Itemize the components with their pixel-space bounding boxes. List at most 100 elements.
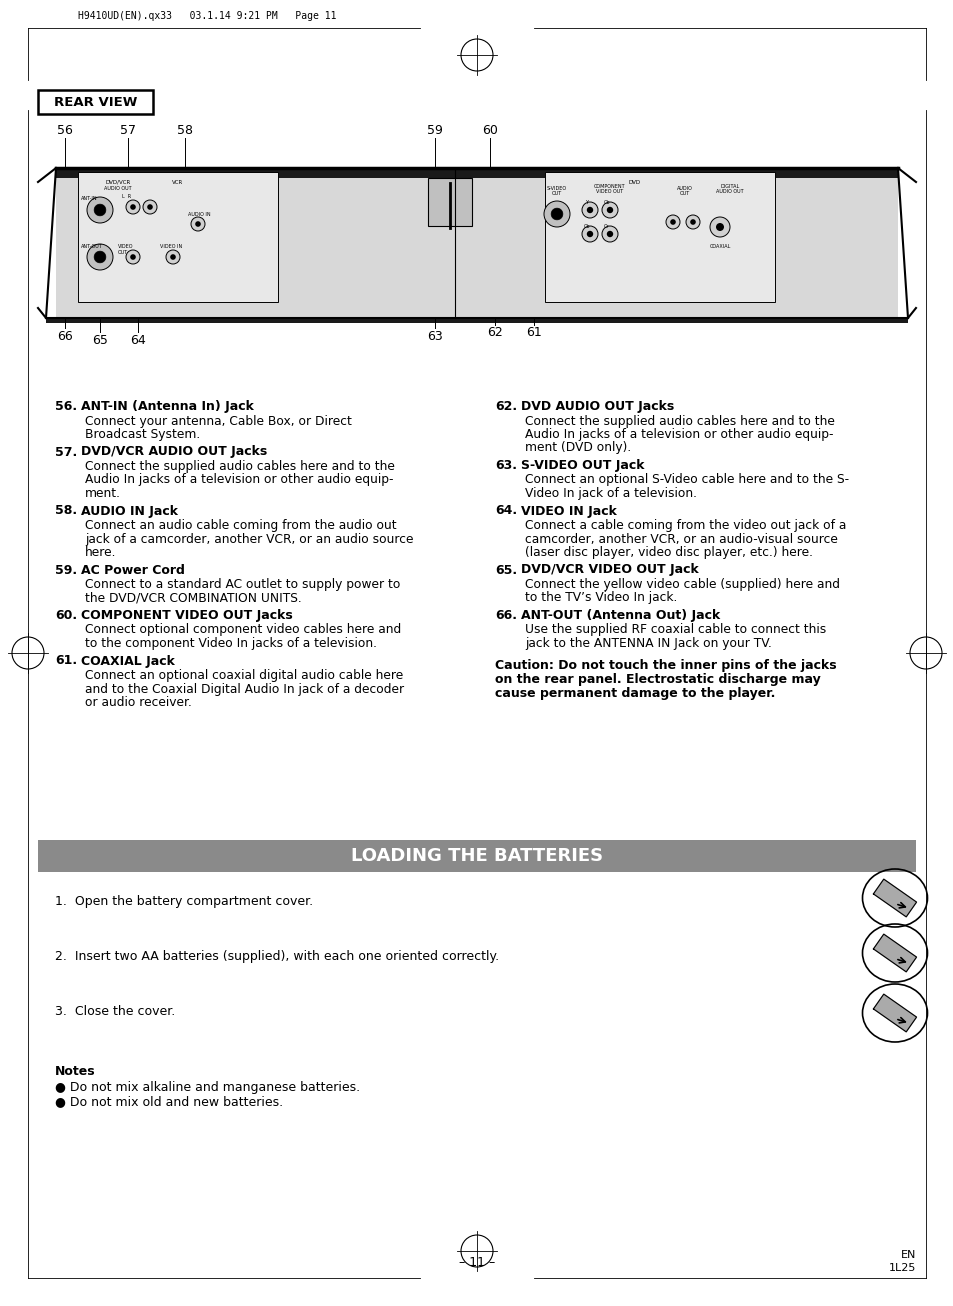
Text: 62.: 62. bbox=[495, 400, 517, 413]
Text: Use the supplied RF coaxial cable to connect this: Use the supplied RF coaxial cable to con… bbox=[524, 623, 825, 636]
Text: COMPONENT VIDEO OUT Jacks: COMPONENT VIDEO OUT Jacks bbox=[81, 609, 293, 622]
Text: 57: 57 bbox=[120, 124, 136, 137]
Circle shape bbox=[709, 217, 729, 236]
Circle shape bbox=[195, 221, 200, 227]
Text: AC Power Cord: AC Power Cord bbox=[81, 563, 185, 576]
Bar bbox=[38, 90, 152, 114]
Text: S-VIDEO: S-VIDEO bbox=[546, 185, 566, 191]
Bar bbox=[428, 178, 472, 226]
Circle shape bbox=[543, 201, 569, 227]
Bar bbox=[46, 317, 907, 323]
Text: 60: 60 bbox=[481, 124, 497, 137]
Text: Video In jack of a television.: Video In jack of a television. bbox=[524, 487, 697, 500]
Text: cause permanent damage to the player.: cause permanent damage to the player. bbox=[495, 687, 775, 700]
Circle shape bbox=[126, 249, 140, 264]
Text: 1.  Open the battery compartment cover.: 1. Open the battery compartment cover. bbox=[55, 895, 313, 908]
Text: Connect your antenna, Cable Box, or Direct: Connect your antenna, Cable Box, or Dire… bbox=[85, 414, 352, 427]
Bar bbox=[56, 178, 897, 317]
Circle shape bbox=[586, 231, 593, 238]
Circle shape bbox=[670, 219, 675, 225]
Text: to the TV’s Video In jack.: to the TV’s Video In jack. bbox=[524, 592, 677, 605]
Polygon shape bbox=[873, 934, 916, 972]
Circle shape bbox=[581, 202, 598, 218]
Text: ANT-OUT: ANT-OUT bbox=[81, 244, 103, 249]
Text: jack of a camcorder, another VCR, or an audio source: jack of a camcorder, another VCR, or an … bbox=[85, 533, 413, 546]
Text: COAXIAL Jack: COAXIAL Jack bbox=[81, 654, 174, 667]
Polygon shape bbox=[873, 879, 916, 917]
Circle shape bbox=[581, 226, 598, 242]
Text: OUT: OUT bbox=[551, 191, 561, 196]
Text: DVD/VCR VIDEO OUT Jack: DVD/VCR VIDEO OUT Jack bbox=[520, 563, 698, 576]
Text: VIDEO IN: VIDEO IN bbox=[160, 244, 182, 249]
Text: REAR VIEW: REAR VIEW bbox=[53, 95, 137, 108]
Text: 66: 66 bbox=[57, 329, 72, 342]
Text: EN: EN bbox=[900, 1250, 915, 1260]
Text: (laser disc player, video disc player, etc.) here.: (laser disc player, video disc player, e… bbox=[524, 546, 812, 559]
Text: ● Do not mix old and new batteries.: ● Do not mix old and new batteries. bbox=[55, 1094, 283, 1107]
Text: on the rear panel. Electrostatic discharge may: on the rear panel. Electrostatic dischar… bbox=[495, 673, 820, 686]
Text: VIDEO
OUT: VIDEO OUT bbox=[118, 244, 133, 255]
Circle shape bbox=[87, 197, 112, 223]
Text: to the component Video In jacks of a television.: to the component Video In jacks of a tel… bbox=[85, 637, 376, 650]
Text: Connect the supplied audio cables here and to the: Connect the supplied audio cables here a… bbox=[85, 460, 395, 473]
Text: and to the Coaxial Digital Audio In jack of a decoder: and to the Coaxial Digital Audio In jack… bbox=[85, 683, 404, 696]
Text: 3.  Close the cover.: 3. Close the cover. bbox=[55, 1006, 175, 1017]
Text: Cb: Cb bbox=[583, 225, 590, 229]
Circle shape bbox=[606, 206, 613, 213]
Text: Y: Y bbox=[585, 200, 588, 205]
Circle shape bbox=[191, 217, 205, 231]
Text: VIDEO OUT: VIDEO OUT bbox=[596, 189, 623, 195]
Bar bbox=[56, 168, 897, 178]
Text: S-VIDEO OUT Jack: S-VIDEO OUT Jack bbox=[520, 458, 644, 471]
Text: ANT-IN: ANT-IN bbox=[81, 196, 97, 201]
Text: COAXIAL: COAXIAL bbox=[709, 244, 730, 249]
Text: 58.: 58. bbox=[55, 504, 77, 517]
Circle shape bbox=[130, 204, 135, 210]
Text: 59: 59 bbox=[427, 124, 442, 137]
Text: 56: 56 bbox=[57, 124, 72, 137]
Text: VIDEO IN Jack: VIDEO IN Jack bbox=[520, 504, 617, 517]
Circle shape bbox=[716, 223, 723, 231]
Text: 1L25: 1L25 bbox=[887, 1263, 915, 1273]
Text: VCR: VCR bbox=[172, 180, 183, 185]
Text: LOADING THE BATTERIES: LOADING THE BATTERIES bbox=[351, 848, 602, 865]
Text: ● Do not mix alkaline and manganese batteries.: ● Do not mix alkaline and manganese batt… bbox=[55, 1081, 359, 1094]
Text: – 11 –: – 11 – bbox=[458, 1255, 495, 1268]
Text: 56.: 56. bbox=[55, 400, 77, 413]
Text: here.: here. bbox=[85, 546, 116, 559]
Circle shape bbox=[130, 255, 135, 260]
Text: Audio In jacks of a television or other audio equip-: Audio In jacks of a television or other … bbox=[85, 474, 393, 487]
Circle shape bbox=[143, 200, 157, 214]
Text: camcorder, another VCR, or an audio-visual source: camcorder, another VCR, or an audio-visu… bbox=[524, 533, 837, 546]
Text: 63.: 63. bbox=[495, 458, 517, 471]
Circle shape bbox=[551, 208, 562, 219]
Circle shape bbox=[126, 200, 140, 214]
Circle shape bbox=[87, 244, 112, 270]
Circle shape bbox=[170, 255, 175, 260]
Circle shape bbox=[606, 231, 613, 238]
Circle shape bbox=[689, 219, 695, 225]
Circle shape bbox=[586, 206, 593, 213]
Text: 63: 63 bbox=[427, 329, 442, 342]
Text: Connect the supplied audio cables here and to the: Connect the supplied audio cables here a… bbox=[524, 414, 834, 427]
Circle shape bbox=[601, 202, 618, 218]
Text: AUDIO OUT: AUDIO OUT bbox=[716, 189, 743, 195]
Text: 65.: 65. bbox=[495, 563, 517, 576]
Text: AUDIO IN Jack: AUDIO IN Jack bbox=[81, 504, 178, 517]
Text: Connect an optional S-Video cable here and to the S-: Connect an optional S-Video cable here a… bbox=[524, 474, 848, 487]
Text: 64.: 64. bbox=[495, 504, 517, 517]
Text: or audio receiver.: or audio receiver. bbox=[85, 696, 192, 709]
Text: Connect to a standard AC outlet to supply power to: Connect to a standard AC outlet to suppl… bbox=[85, 579, 400, 592]
Text: 65: 65 bbox=[92, 333, 108, 346]
Text: OUT: OUT bbox=[679, 191, 689, 196]
Text: 62: 62 bbox=[487, 326, 502, 340]
Text: 60.: 60. bbox=[55, 609, 77, 622]
Text: Connect optional component video cables here and: Connect optional component video cables … bbox=[85, 623, 401, 636]
Text: 61.: 61. bbox=[55, 654, 77, 667]
Text: DVD/VCR AUDIO OUT Jacks: DVD/VCR AUDIO OUT Jacks bbox=[81, 445, 267, 458]
Text: Notes: Notes bbox=[55, 1064, 95, 1077]
Circle shape bbox=[94, 251, 106, 263]
Circle shape bbox=[166, 249, 180, 264]
Text: ment.: ment. bbox=[85, 487, 121, 500]
Circle shape bbox=[601, 226, 618, 242]
